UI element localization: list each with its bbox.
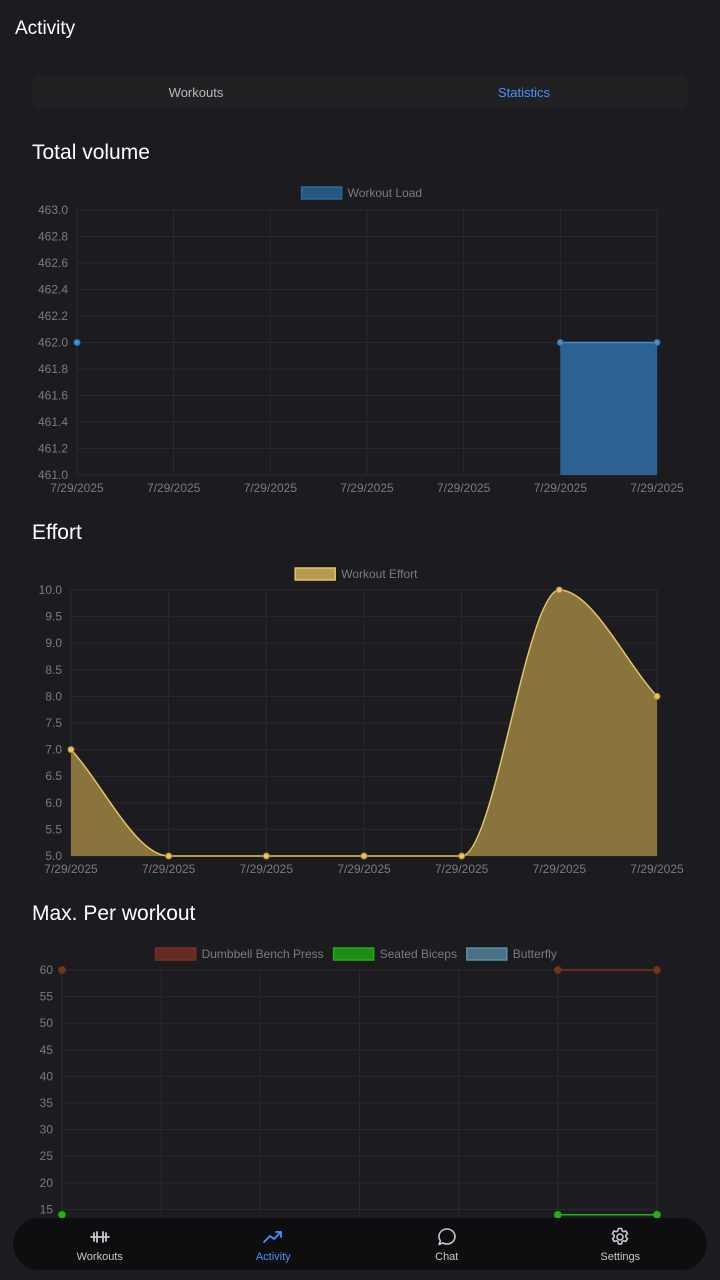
- y-tick-label: 7.5: [45, 716, 62, 730]
- max-per-workout-chart: Dumbbell Bench Press Seated Biceps Butterf…: [40, 947, 661, 1218]
- bar: [560, 342, 657, 475]
- data-point: [553, 1210, 562, 1218]
- nav-chat[interactable]: Chat: [360, 1218, 534, 1270]
- total-volume-chart: Workout Load 461.0 461.2 461.4 461.6 461.8 462…: [38, 186, 684, 495]
- y-tick-label: 6.5: [45, 769, 62, 783]
- data-point: [653, 1210, 661, 1218]
- chat-bubble-icon: [436, 1226, 458, 1248]
- x-tick-label: 7/29/2025: [44, 862, 98, 876]
- y-tick-label: 462.2: [38, 309, 68, 323]
- y-tick-label: 35: [40, 1096, 54, 1110]
- y-tick-label: 462.0: [38, 336, 68, 350]
- x-tick-label: 7/29/2025: [534, 481, 588, 495]
- dumbbell-icon: [89, 1226, 111, 1248]
- data-point: [553, 966, 562, 974]
- nav-settings-label: Settings: [600, 1250, 641, 1263]
- y-tick-label: 5.5: [45, 822, 62, 836]
- data-point: [58, 1210, 66, 1218]
- data-point: [555, 586, 563, 594]
- legend-label: Dumbbell Bench Press: [202, 947, 324, 961]
- nav-chat-label: Chat: [435, 1250, 459, 1263]
- y-tick-label: 50: [40, 1016, 54, 1030]
- data-point: [653, 966, 661, 974]
- effort-chart: Workout Effort 5.0 5.5 6.0 6.5 7.0 7.5 8.0 8.5 9.…: [39, 567, 684, 876]
- data-point: [653, 339, 661, 346]
- x-tick-label: 7/29/2025: [337, 862, 391, 876]
- legend-swatch: [294, 567, 336, 581]
- y-tick-label: 463.0: [38, 203, 68, 217]
- data-point: [67, 746, 75, 754]
- x-tick-label: 7/29/2025: [340, 481, 394, 495]
- y-tick-label: 8.5: [45, 663, 62, 677]
- trending-up-icon: [262, 1226, 284, 1248]
- page-title: Activity: [15, 18, 76, 39]
- data-point: [556, 339, 564, 346]
- y-tick-label: 30: [40, 1123, 54, 1137]
- x-tick-label: 7/29/2025: [630, 481, 684, 495]
- tab-statistics[interactable]: Statistics: [497, 84, 550, 100]
- legend-swatch: [332, 947, 375, 961]
- y-tick-label: 9.5: [45, 610, 62, 624]
- nav-activity-label: Activity: [255, 1250, 291, 1263]
- x-tick-label: 7/29/2025: [244, 481, 298, 495]
- data-point: [653, 692, 661, 700]
- y-tick-label: 461.8: [38, 362, 68, 376]
- y-tick-label: 10.0: [39, 583, 63, 597]
- total-volume-title: Total volume: [32, 141, 150, 164]
- data-point: [58, 966, 66, 974]
- y-tick-label: 461.2: [38, 442, 68, 456]
- x-tick-label: 7/29/2025: [630, 862, 684, 876]
- effort-title: Effort: [32, 521, 82, 544]
- y-tick-label: 6.0: [45, 796, 62, 810]
- data-point: [262, 852, 270, 860]
- legend-swatch: [154, 947, 197, 961]
- x-tick-label: 7/29/2025: [437, 481, 491, 495]
- legend-label: Butterfly: [513, 947, 557, 961]
- y-tick-label: 461.4: [38, 415, 68, 429]
- x-tick-label: 7/29/2025: [533, 862, 587, 876]
- nav-activity[interactable]: Activity: [187, 1218, 361, 1270]
- bottom-navigation: Workouts Activity Chat Settings: [13, 1218, 707, 1270]
- data-point: [360, 852, 368, 860]
- nav-workouts-label: Workouts: [76, 1250, 123, 1263]
- max-per-workout-title: Max. Per workout: [32, 902, 196, 925]
- x-tick-label: 7/29/2025: [50, 481, 104, 495]
- x-tick-label: 7/29/2025: [240, 862, 294, 876]
- y-tick-label: 462.4: [38, 283, 68, 297]
- data-point: [458, 852, 466, 860]
- legend-label: Seated Biceps: [380, 947, 457, 961]
- nav-settings[interactable]: Settings: [534, 1218, 708, 1270]
- y-tick-label: 461.6: [38, 389, 68, 403]
- data-point: [73, 339, 81, 346]
- x-tick-label: 7/29/2025: [147, 481, 201, 495]
- x-tick-label: 7/29/2025: [435, 862, 489, 876]
- view-segmented-control: Workouts Statistics: [32, 76, 688, 108]
- y-tick-label: 40: [40, 1069, 54, 1083]
- y-tick-label: 45: [40, 1043, 54, 1057]
- legend-label: Workout Load: [348, 186, 423, 200]
- y-tick-label: 15: [40, 1202, 54, 1216]
- tab-workouts[interactable]: Workouts: [168, 84, 224, 100]
- gear-icon: [609, 1226, 631, 1248]
- y-tick-label: 25: [40, 1149, 54, 1163]
- area-fill: [71, 590, 657, 856]
- y-tick-label: 462.8: [38, 230, 68, 244]
- y-tick-label: 462.6: [38, 256, 68, 270]
- y-tick-label: 60: [40, 963, 54, 977]
- data-point: [165, 852, 173, 860]
- legend-swatch: [466, 947, 508, 961]
- y-tick-label: 5.0: [45, 849, 62, 863]
- nav-workouts[interactable]: Workouts: [13, 1218, 187, 1270]
- y-tick-label: 20: [40, 1176, 54, 1190]
- y-tick-label: 8.0: [45, 689, 62, 703]
- legend-swatch: [300, 186, 343, 200]
- y-tick-label: 461.0: [38, 468, 68, 482]
- y-tick-label: 55: [40, 990, 54, 1004]
- legend-label: Workout Effort: [341, 567, 418, 581]
- x-tick-label: 7/29/2025: [142, 862, 196, 876]
- y-tick-label: 7.0: [45, 743, 62, 757]
- y-tick-label: 9.0: [45, 636, 62, 650]
